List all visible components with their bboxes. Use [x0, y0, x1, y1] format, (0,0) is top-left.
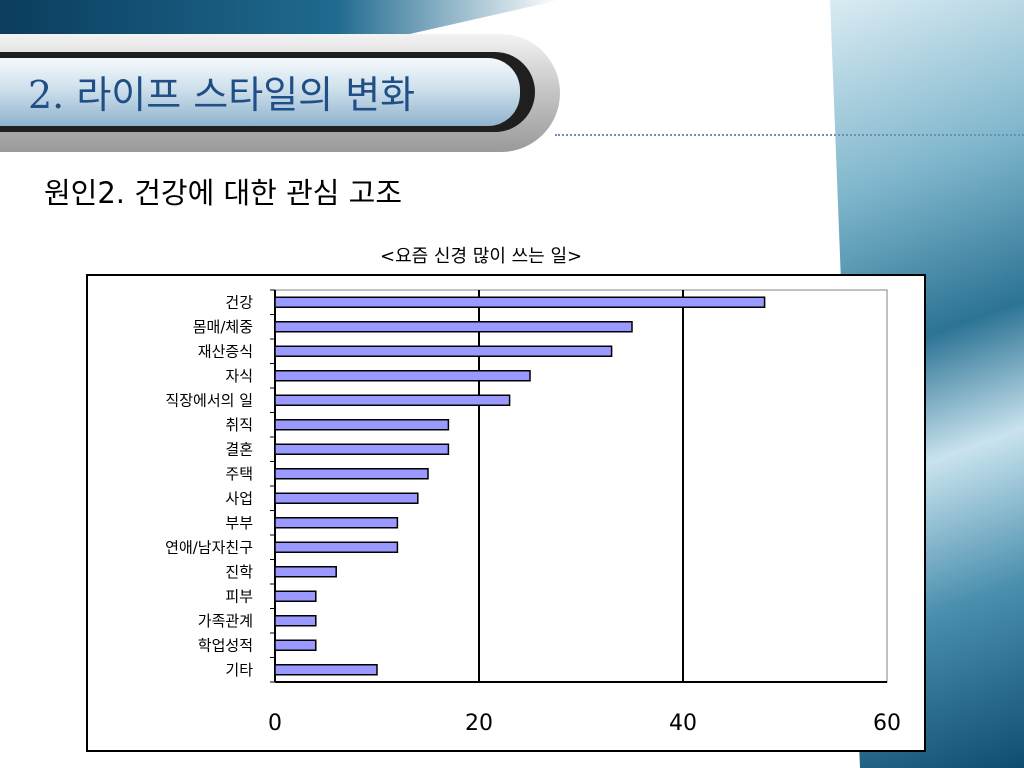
- bar: [274, 492, 419, 504]
- bar: [274, 517, 399, 529]
- bar: [274, 443, 450, 455]
- bar: [274, 468, 429, 480]
- category-label: 가족관계: [198, 612, 253, 630]
- category-label: 몸매/체중: [193, 318, 253, 336]
- bar: [274, 345, 613, 357]
- category-label: 주택: [225, 465, 253, 483]
- bar: [274, 541, 399, 553]
- category-label: 학업성적: [198, 636, 253, 654]
- category-label: 결혼: [225, 440, 253, 458]
- x-tick-label: 60: [873, 711, 901, 736]
- category-label: 자식: [225, 367, 253, 385]
- chart-title: <요즘 신경 많이 쓰는 일>: [380, 246, 583, 267]
- bar: [274, 321, 633, 333]
- category-label: 건강: [225, 293, 253, 311]
- x-tick-label: 20: [465, 711, 493, 736]
- category-label: 피부: [225, 587, 253, 605]
- bar: [274, 590, 317, 602]
- bar: [274, 394, 511, 406]
- bar: [274, 664, 378, 676]
- category-label: 사업: [225, 489, 253, 507]
- slide-subtitle: 원인2. 건강에 대한 관심 고조: [44, 176, 403, 210]
- category-label: 기타: [225, 661, 253, 679]
- bar: [274, 419, 450, 431]
- bar: [274, 615, 317, 627]
- x-tick-label: 0: [268, 711, 282, 736]
- x-tick-label: 40: [669, 711, 697, 736]
- slide-title: 2. 라이프 스타일의 변화: [28, 73, 416, 117]
- title-panel: [0, 58, 520, 126]
- category-label: 직장에서의 일: [165, 391, 253, 409]
- category-label: 부부: [225, 514, 253, 532]
- category-label: 취직: [225, 416, 253, 434]
- bar: [274, 296, 766, 308]
- bar: [274, 370, 531, 382]
- divider-line: [555, 134, 1024, 136]
- category-label: 진학: [225, 563, 253, 581]
- category-label: 재산증식: [198, 342, 253, 360]
- bar: [274, 639, 317, 651]
- bar: [274, 566, 337, 578]
- category-label: 연애/남자친구: [165, 538, 253, 556]
- header-band: [0, 0, 560, 38]
